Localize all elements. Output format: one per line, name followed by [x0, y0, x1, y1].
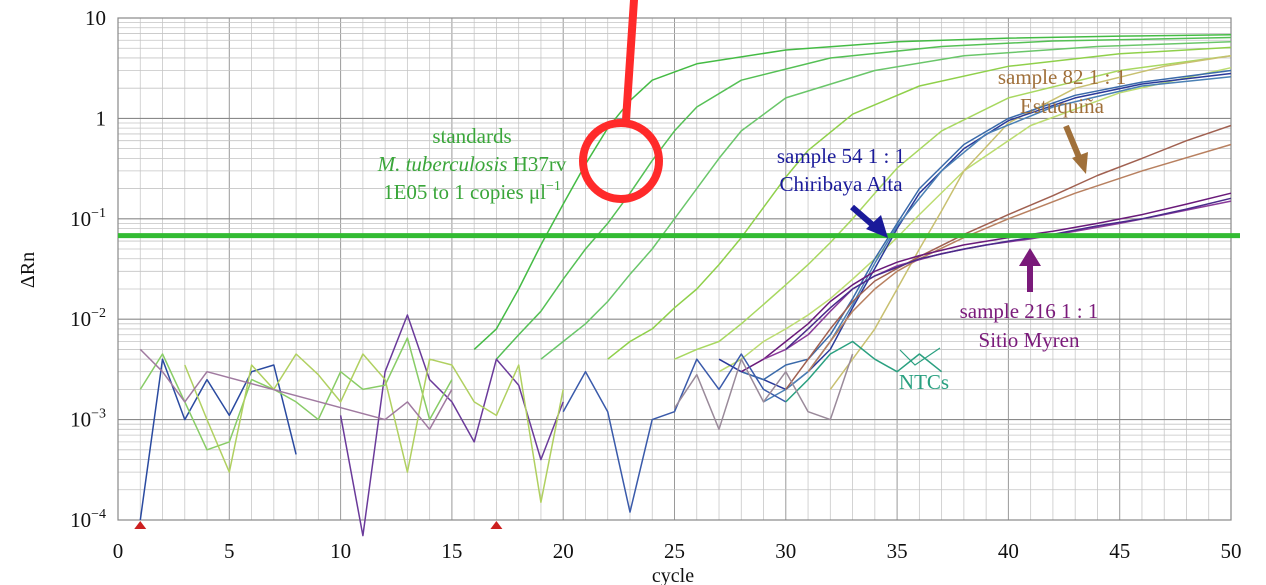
y-tick-exponent: −1 — [91, 206, 106, 221]
series-line-15 — [785, 197, 1232, 350]
series-line-9 — [741, 69, 1232, 381]
baseline-markers — [134, 521, 503, 529]
sample-82-site: Estuquiña — [1020, 94, 1105, 118]
series-line-14 — [763, 200, 1232, 360]
y-tick-label: 10−3 — [70, 407, 106, 432]
y-axis-title: ΔRn — [17, 252, 39, 288]
series-line-18 — [562, 353, 787, 513]
x-tick-label: 35 — [887, 539, 908, 563]
x-tick-label: 25 — [664, 539, 685, 563]
baseline-marker — [490, 521, 503, 529]
series-line-20 — [139, 337, 453, 451]
overlay-pointer-circle — [579, 119, 663, 203]
annotation-sample-82: sample 82 1 : 1 Estuquiña — [998, 65, 1126, 174]
x-tick-label: 10 — [330, 539, 351, 563]
standards-range-text: 1E05 to 1 copies μl — [383, 180, 546, 204]
y-tick-base: 10 — [70, 307, 91, 331]
x-tick-label: 45 — [1109, 539, 1130, 563]
x-tick-label: 20 — [553, 539, 574, 563]
y-tick-label: 10−2 — [70, 306, 106, 331]
series-line-10 — [763, 75, 1232, 403]
annotation-standards: standards M. tuberculosis H37rv 1E05 to … — [377, 124, 567, 204]
standards-label: standards — [432, 124, 511, 148]
y-tick-base: 10 — [70, 508, 91, 532]
x-tick-labels: 0 5 10 15 20 25 30 35 40 45 50 — [113, 539, 1242, 563]
sample-54-site: Chiribaya Alta — [779, 172, 903, 196]
series-line-6 — [718, 66, 1232, 373]
x-tick-label: 5 — [224, 539, 235, 563]
series-line-2 — [495, 36, 1232, 360]
sample-216-label: sample 216 1 : 1 — [960, 299, 1099, 323]
ntc-label: NTCs — [899, 370, 949, 394]
sample-216-arrowhead — [1019, 248, 1041, 266]
x-axis-title: cycle — [652, 565, 694, 585]
series-line-13 — [740, 192, 1232, 373]
standards-organism: M. tuberculosis H37rv — [377, 152, 567, 176]
x-tick-label: 30 — [775, 539, 796, 563]
annotation-sample-216: sample 216 1 : 1 Sitio Myren — [960, 248, 1099, 352]
series-line-23 — [673, 353, 854, 431]
annotation-ntc: NTCs — [899, 347, 949, 394]
y-tick-label: 10−1 — [70, 206, 106, 231]
y-tick-base: 10 — [70, 408, 91, 432]
y-tick-base: 1 — [96, 106, 107, 130]
standards-organism-italic: M. tuberculosis — [377, 152, 508, 176]
sample-54-label: sample 54 1 : 1 — [777, 144, 905, 168]
sample-82-label: sample 82 1 : 1 — [998, 65, 1126, 89]
y-tick-exponent: −4 — [91, 507, 106, 522]
baseline-marker — [134, 521, 147, 529]
y-tick-base: 10 — [85, 6, 106, 30]
sample-54-arrowhead — [866, 215, 888, 238]
annotation-sample-54: sample 54 1 : 1 Chiribaya Alta — [777, 144, 905, 238]
standards-range: 1E05 to 1 copies μl−1 — [383, 179, 561, 204]
overlay-pointer — [579, 0, 663, 203]
overlay-pointer-line — [622, 0, 638, 124]
plot-frame — [117, 17, 1232, 521]
sample-82-arrowhead — [1072, 152, 1088, 174]
standards-organism-strain: H37rv — [507, 152, 566, 176]
x-tick-label: 50 — [1221, 539, 1242, 563]
y-tick-base: 10 — [70, 207, 91, 231]
x-tick-label: 15 — [441, 539, 462, 563]
x-tick-label: 40 — [998, 539, 1019, 563]
y-tick-exponent: −2 — [91, 306, 106, 321]
series-line-4 — [607, 46, 1232, 360]
grid — [117, 18, 1232, 521]
sample-54-arrow — [850, 204, 877, 230]
y-tick-label: 10 — [85, 6, 106, 30]
series-line-11 — [785, 124, 1232, 390]
series-line-19 — [785, 340, 943, 403]
series-line-7 — [829, 55, 1232, 390]
series-line-21 — [184, 353, 564, 504]
y-tick-exponent: −3 — [91, 407, 106, 422]
series-line-16 — [139, 358, 297, 521]
series-line-5 — [674, 55, 1232, 360]
y-tick-label: 1 — [96, 106, 107, 130]
series-line-3 — [540, 41, 1232, 360]
series-line-22 — [139, 348, 453, 431]
y-tick-label: 10−4 — [70, 507, 106, 532]
series-line-8 — [718, 72, 1232, 391]
sample-216-site: Sitio Myren — [979, 328, 1080, 352]
ntc-pointer — [899, 347, 941, 366]
x-tick-label: 0 — [113, 539, 124, 563]
standards-range-sup: −1 — [546, 179, 561, 194]
